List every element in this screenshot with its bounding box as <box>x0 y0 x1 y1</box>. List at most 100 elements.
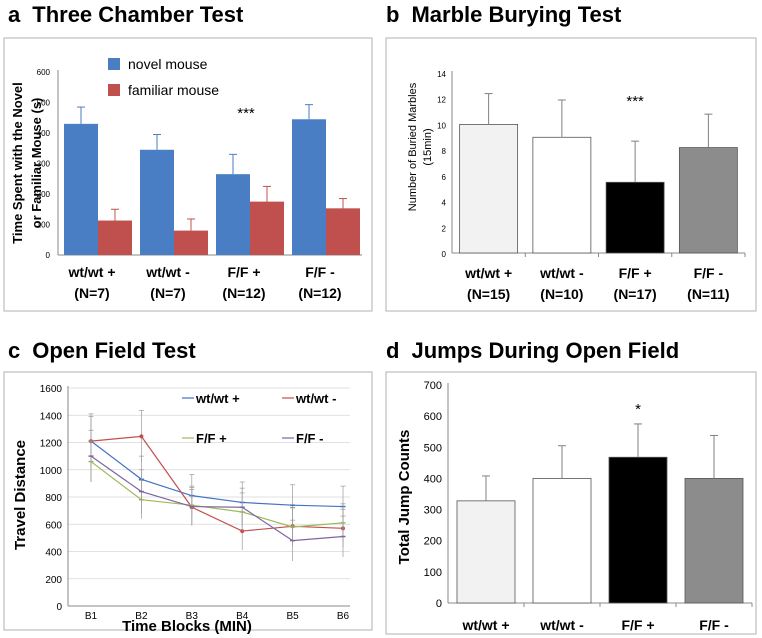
ytick-label: 0 <box>436 598 442 610</box>
ytick-label: 100 <box>37 221 51 230</box>
panel-b-chart: 0 2 4 6 8 10 12 14 wt/wt + (N=15) wt/wt - (N=10) F/F… <box>407 70 746 302</box>
category-label: wt/wt + <box>464 265 512 281</box>
category-n-label: (N=10) <box>540 286 583 302</box>
panel-b-title: b Marble Burying Test <box>386 2 622 27</box>
ytick-label: 0 <box>56 602 62 613</box>
ytick-label: 6 <box>442 173 447 182</box>
category-n-label: (N=17) <box>614 286 657 302</box>
ytick-label: 700 <box>424 380 442 392</box>
x-axis-title: Time Blocks (MIN) <box>122 618 252 635</box>
y-axis-title: Travel Distance <box>12 440 29 550</box>
bar-novel-mouse <box>292 119 326 256</box>
panel-a-chart: 0 100 200 300 400 500 600 wt/wt + (N=7) wt/wt - (N… <box>10 56 362 301</box>
bar <box>532 136 592 254</box>
ytick-label: 1400 <box>40 411 63 422</box>
y-axis-title-line: Number of Buried Marbles <box>407 82 419 211</box>
ytick-label: 8 <box>442 147 447 156</box>
bar <box>605 181 665 254</box>
bar-familiar-mouse <box>174 230 208 255</box>
ytick-label: 300 <box>37 160 51 169</box>
category-label: wt/wt - <box>145 264 190 280</box>
panel-a-frame <box>3 37 373 312</box>
ytick-label: 200 <box>45 575 62 586</box>
y-axis-title: Total Jump Counts <box>396 430 413 565</box>
ytick-label: 600 <box>45 520 62 531</box>
legend-swatch <box>108 58 120 70</box>
legend-label: novel mouse <box>128 56 208 72</box>
bar-familiar-mouse <box>250 201 284 255</box>
ytick-label: 100 <box>424 567 442 579</box>
bar-novel-mouse <box>64 123 98 255</box>
significance-mark: * <box>635 401 641 418</box>
ytick-label: 500 <box>37 99 51 108</box>
legend-label: wt/wt - <box>295 391 336 406</box>
panel-c-frame <box>3 371 373 631</box>
xtick-label: B2 <box>135 611 148 622</box>
category-n-label: (N=7) <box>150 285 185 301</box>
bar <box>459 124 519 254</box>
ytick-label: 600 <box>424 411 442 423</box>
xtick-label: B4 <box>236 611 249 622</box>
series-line <box>90 455 344 542</box>
legend-label: F/F + <box>196 431 227 446</box>
panel-b-frame <box>385 37 757 312</box>
category-label: F/F + <box>621 617 654 633</box>
ytick-label: 12 <box>437 96 446 105</box>
category-n-label: (N=12) <box>298 285 341 301</box>
bar <box>678 147 738 254</box>
bar-novel-mouse <box>216 174 250 255</box>
series-line <box>90 435 344 532</box>
legend-swatch <box>108 84 120 96</box>
bar-familiar-mouse <box>326 208 360 255</box>
bar <box>608 456 668 604</box>
ytick-label: 10 <box>437 121 446 130</box>
significance-mark: *** <box>626 93 644 110</box>
panel-d-frame <box>385 371 757 635</box>
ytick-label: 400 <box>424 473 442 485</box>
category-n-label: (N=11) <box>687 286 729 302</box>
legend-label: familiar mouse <box>128 82 219 98</box>
category-n-label: (N=15) <box>467 286 510 302</box>
ytick-label: 400 <box>45 548 62 559</box>
panel-d-chart: 0 100 200 300 400 500 600 700 wt/wt + wt/wt - F/F … <box>396 380 753 633</box>
category-label: F/F + <box>227 264 260 280</box>
panel-a-title: a Three Chamber Test <box>8 2 244 27</box>
xtick-label: B5 <box>286 611 299 622</box>
series-line <box>90 461 344 528</box>
category-label: F/F + <box>619 265 652 281</box>
bar <box>532 478 592 604</box>
ytick-label: 200 <box>37 190 51 199</box>
y-axis-title-line: (15min) <box>422 128 434 165</box>
bar <box>684 478 744 604</box>
ytick-label: 200 <box>424 536 442 548</box>
ytick-label: 600 <box>37 68 51 77</box>
category-label: F/F - <box>305 264 335 280</box>
panel-d-title: d Jumps During Open Field <box>386 338 679 363</box>
ytick-label: 1000 <box>40 466 63 477</box>
y-axis-title: Time Spent with the Novel or Familiar Mou… <box>10 82 44 244</box>
xtick-label: B1 <box>85 611 98 622</box>
ytick-label: 400 <box>37 129 51 138</box>
category-label: wt/wt - <box>539 617 584 633</box>
ytick-label: 2 <box>442 224 447 233</box>
ytick-label: 0 <box>442 250 447 259</box>
ytick-label: 300 <box>424 505 442 517</box>
category-n-label: (N=7) <box>74 285 109 301</box>
ytick-label: 0 <box>46 251 51 260</box>
category-label: wt/wt + <box>67 264 115 280</box>
ytick-label: 800 <box>45 493 62 504</box>
xtick-label: B6 <box>337 611 350 622</box>
category-label: wt/wt - <box>539 265 584 281</box>
category-label: F/F - <box>699 617 729 633</box>
ytick-label: 500 <box>424 442 442 454</box>
ytick-label: 1600 <box>40 384 63 395</box>
y-axis-title-line: Time Spent with the Novel <box>10 82 25 244</box>
legend-label: wt/wt + <box>195 391 240 406</box>
category-n-label: (N=12) <box>222 285 265 301</box>
ytick-label: 14 <box>437 70 446 79</box>
y-axis-title-line: or Familiar Mouse (s) <box>29 98 44 229</box>
series-line <box>90 440 344 508</box>
significance-mark: *** <box>237 105 255 122</box>
data-point <box>139 434 144 439</box>
